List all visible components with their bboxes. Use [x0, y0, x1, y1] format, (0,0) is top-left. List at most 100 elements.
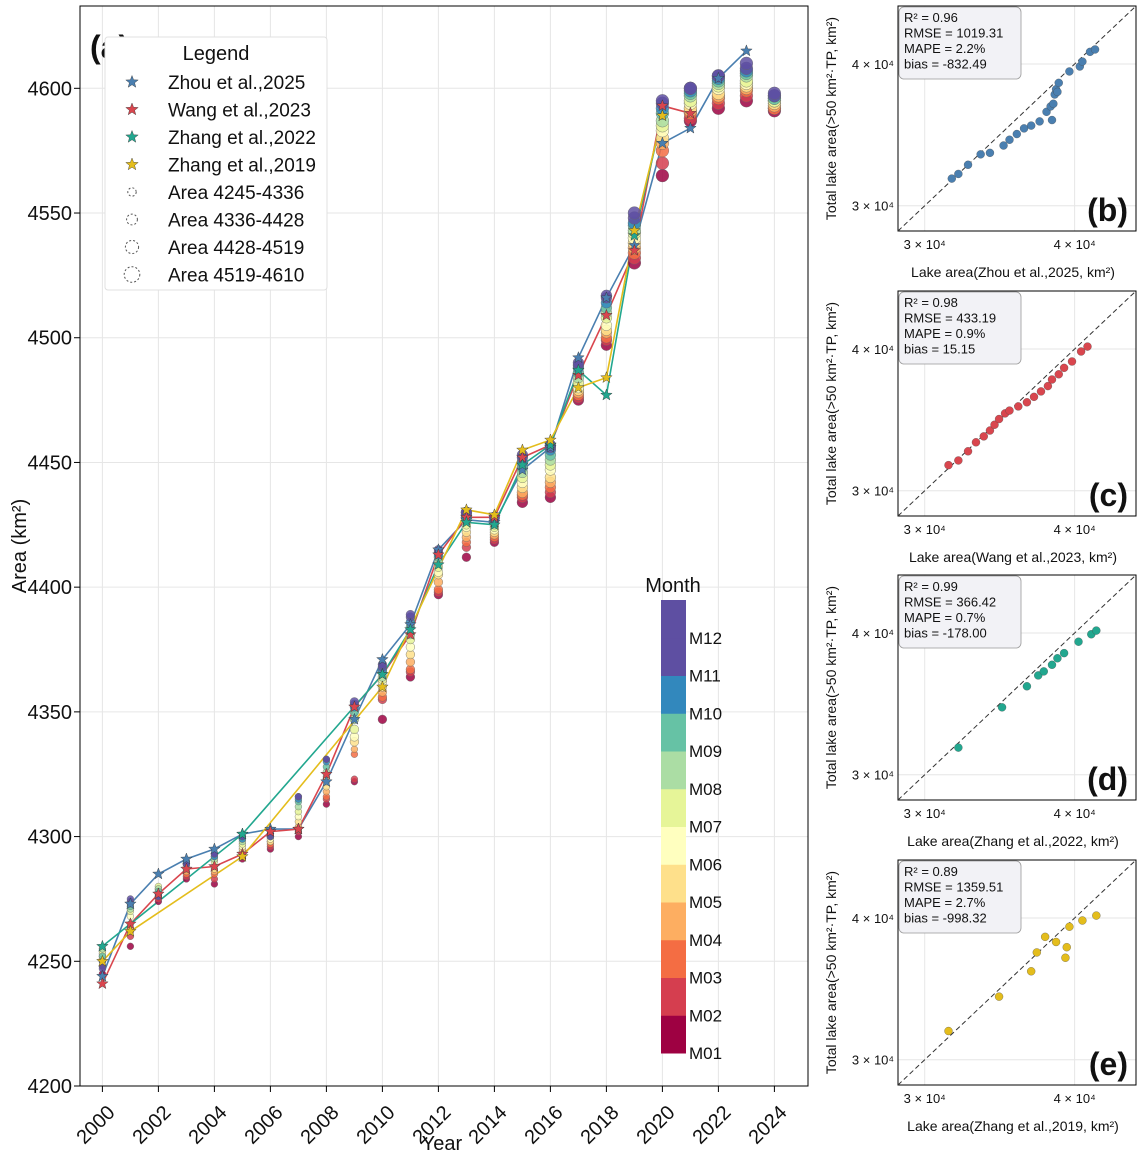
series-star	[628, 228, 641, 241]
scatter-frame	[897, 290, 1137, 517]
colorbar-title: Month	[645, 575, 701, 597]
main-plot-frame	[79, 5, 809, 1087]
y-tick-label: 4350	[28, 702, 73, 724]
y-axis-label: Total lake area(>50 km²·TP, km²)	[823, 17, 839, 220]
colorbar-cell	[661, 637, 686, 676]
scatter-point	[1014, 402, 1023, 411]
y-tick-label: 4200	[28, 1076, 73, 1098]
legend-star-marker	[125, 129, 139, 143]
x-tick-label: 2008	[297, 1102, 344, 1149]
x-tick-label: 4 × 10⁴	[1054, 237, 1096, 252]
x-tick-label: 2000	[73, 1102, 120, 1149]
scatter-point	[1054, 78, 1063, 87]
scatter-point	[1027, 121, 1036, 130]
monthly-point	[377, 714, 388, 724]
series-star	[432, 558, 445, 571]
scatter-point	[1078, 916, 1087, 925]
series-star	[628, 223, 641, 236]
series-star	[516, 458, 529, 471]
scatter-point	[944, 460, 953, 470]
one-to-one-line	[897, 5, 1137, 232]
scatter-panel-b: 3 × 10⁴ 3 × 10⁴ 4 × 10⁴ 4 × 10⁴ R² = 0.96RMS…	[823, 5, 1137, 280]
series-star	[236, 827, 249, 840]
series-star	[656, 109, 669, 122]
series-star	[376, 667, 389, 680]
stats-line: MAPE = 2.7%	[904, 895, 986, 910]
y-tick-label: 4550	[28, 203, 73, 225]
x-tick-label: 2010	[353, 1102, 400, 1149]
x-tick-label: 2004	[185, 1102, 232, 1149]
colorbar-label: M02	[689, 1006, 722, 1025]
stats-line: R² = 0.98	[904, 295, 958, 310]
series-star	[348, 700, 361, 713]
colorbar-label: M11	[689, 667, 721, 686]
series-star	[180, 852, 193, 865]
y-tick-label: 4 × 10⁴	[852, 57, 894, 72]
series-star	[544, 433, 557, 446]
scatter-panel-c: 3 × 10⁴ 3 × 10⁴ 4 × 10⁴ 4 × 10⁴ R² = 0.98RMS…	[823, 290, 1137, 565]
scatter-point	[997, 703, 1007, 712]
scatter-panel-e: 3 × 10⁴ 3 × 10⁴ 4 × 10⁴ 4 × 10⁴ R² = 0.89RMS…	[823, 859, 1137, 1134]
scatter-point	[1049, 99, 1058, 108]
stats-line: R² = 0.99	[904, 579, 958, 594]
scatter-point	[1005, 406, 1014, 415]
series-star	[600, 371, 613, 383]
legend-entry-label: Area 4519-4610	[168, 266, 304, 287]
series-star	[348, 712, 361, 725]
series-star	[600, 308, 613, 321]
colorbar-label: M05	[689, 893, 722, 912]
scatter-point	[1053, 87, 1062, 97]
series-star	[404, 627, 417, 640]
y-axis-label: Total lake area(>50 km²·TP, km²)	[823, 302, 839, 505]
stats-line: RMSE = 433.19	[904, 311, 996, 326]
scatter-point	[985, 148, 995, 157]
stats-line: RMSE = 366.42	[904, 595, 996, 610]
stats-box-bg	[898, 860, 1022, 934]
x-tick-label: 3 × 10⁴	[904, 237, 946, 252]
scatter-point	[954, 743, 963, 752]
stats-box-bg	[898, 291, 1022, 365]
series-star	[460, 515, 473, 528]
scatter-point	[979, 432, 988, 441]
stats-line: MAPE = 0.7%	[904, 610, 986, 625]
x-tick-label: 3 × 10⁴	[904, 806, 946, 821]
scatter-point	[1067, 357, 1077, 366]
colorbar-label: M08	[689, 780, 722, 799]
main-y-axis-label: Area (km²)	[9, 499, 31, 593]
stats-box-bg	[898, 575, 1022, 649]
monthly-point	[461, 552, 472, 562]
series-star	[460, 503, 473, 516]
monthly-point	[739, 56, 754, 70]
one-to-one-line	[897, 574, 1137, 801]
main-series-stars	[96, 44, 753, 990]
scatter-point	[1047, 115, 1057, 125]
colorbar-cells	[661, 600, 686, 1054]
y-tick-label: 4500	[28, 328, 73, 350]
panel-tag: (b)	[1087, 192, 1128, 228]
series-star	[600, 291, 613, 304]
y-axis-label: Total lake area(>50 km²·TP, km²)	[823, 586, 839, 789]
legend-entry-label: Wang et al.,2023	[168, 101, 311, 122]
colorbar-cell	[661, 713, 686, 752]
series-star	[404, 622, 417, 635]
y-axis-label: Total lake area(>50 km²·TP, km²)	[823, 871, 839, 1074]
series-star	[516, 463, 529, 476]
colorbar-cell	[661, 600, 686, 639]
monthly-point	[349, 724, 360, 734]
colorbar-cell	[661, 751, 686, 790]
scatter-point	[1061, 953, 1070, 962]
scatter-point	[994, 992, 1004, 1001]
scatter-point	[1078, 57, 1087, 66]
legend-entry-label: Area 4428-4519	[168, 238, 304, 259]
stats-line: bias = -178.00	[904, 626, 987, 641]
legend-entry-label: Zhang et al.,2019	[168, 156, 316, 177]
y-tick-label: 4250	[28, 951, 73, 973]
scatter-point	[1074, 637, 1083, 646]
scatter-point	[954, 169, 963, 179]
scatter-frame	[897, 5, 1137, 232]
series-star	[152, 867, 165, 880]
